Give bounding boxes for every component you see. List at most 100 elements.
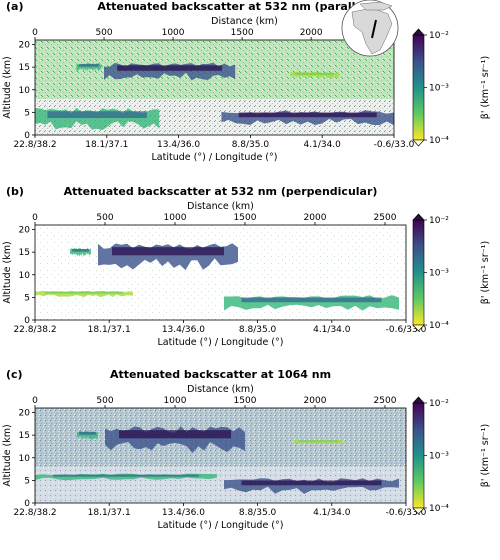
colorbar-extend-top [412, 396, 425, 404]
colorbar-extend-top [412, 213, 425, 221]
bottom-tick-label: 4.1/34.0 [304, 140, 342, 150]
colorbar-tick-label: 10⁻² [429, 31, 449, 41]
bottom-tick-label: 13.4/36.0 [162, 325, 205, 335]
cloud-core [47, 111, 147, 119]
bottom-tick-label: 8.8/35.0 [239, 325, 277, 335]
cloud-core [117, 65, 223, 71]
colorbar-label: β' (km⁻¹ sr⁻¹) [480, 424, 491, 487]
chart-title: Attenuated backscatter at 1064 nm [110, 368, 331, 381]
bottom-tick-label: 18.1/37.1 [85, 140, 128, 150]
top-tick-label: 1000 [164, 396, 187, 406]
chart-panel-3: (c) Attenuated backscatter at 1064 nm 0 500… [2, 368, 491, 531]
panel-label: (c) [6, 368, 23, 381]
bottom-tick-label: -0.6/33.0 [386, 508, 427, 518]
y-tick-label: 10 [19, 86, 31, 96]
top-tick-label: 1500 [234, 396, 257, 406]
bottom-axis-label: Latitude (°) / Longitude (°) [158, 337, 284, 348]
y-tick-label: 0 [24, 499, 30, 509]
cloud-core [53, 474, 199, 477]
colorbar-tick-label: 10⁻² [429, 399, 449, 409]
top-tick-label: 1000 [162, 28, 185, 38]
cloud-core [241, 297, 382, 303]
top-tick-label: 2500 [374, 396, 397, 406]
plot-frame [34, 224, 407, 321]
colorbar-extend-bottom [412, 139, 425, 147]
panel-label: (a) [6, 0, 23, 13]
colorbar-tick-label: 10⁻³ [429, 452, 449, 462]
colorbar [412, 402, 425, 509]
chart-panel-1: (a) Attenuated backscatter at 532 nm (par… [2, 0, 491, 163]
colorbar-tick-label: 10⁻⁴ [429, 504, 449, 514]
colorbar-extend-bottom [412, 507, 425, 515]
y-tick-label: 10 [19, 271, 31, 281]
y-tick-label: 20 [19, 226, 31, 236]
chart-title: Attenuated backscatter at 532 nm (perpen… [64, 185, 378, 198]
y-tick-label: 20 [19, 41, 31, 51]
top-tick-label: 2000 [300, 28, 323, 38]
bottom-tick-label: -0.6/33.0 [386, 325, 427, 335]
globe-flight-track [371, 19, 377, 39]
bottom-tick-label: 4.1/34.0 [313, 325, 351, 335]
y-tick-label: 5 [24, 108, 30, 118]
bottom-tick-label: 18.1/37.1 [88, 325, 131, 335]
bottom-tick-label: 18.1/37.1 [88, 508, 131, 518]
cloud-core [72, 248, 89, 252]
top-tick-label: 2500 [374, 213, 397, 223]
cloud-core [112, 247, 224, 256]
bottom-tick-label: 4.1/34.0 [313, 508, 351, 518]
colorbar [412, 219, 425, 326]
globe-europe [359, 1, 393, 11]
y-tick-label: 10 [19, 454, 31, 464]
colorbar-tick-label: 10⁻² [429, 216, 449, 226]
colorbar-tick-label: 10⁻³ [429, 269, 449, 279]
bottom-tick-label: 13.4/36.0 [162, 508, 205, 518]
cloud-core [79, 431, 96, 435]
bottom-tick-label: 13.4/36.0 [157, 140, 200, 150]
top-tick-label: 0 [32, 396, 38, 406]
bottom-tick-label: 22.8/38.2 [13, 325, 56, 335]
panel-label: (b) [6, 185, 24, 198]
top-tick-label: 0 [32, 213, 38, 223]
top-tick-label: 0 [32, 28, 38, 38]
cloud-core [241, 480, 382, 486]
cloud-core [78, 63, 99, 67]
top-axis-label: Distance (km) [187, 201, 254, 212]
top-tick-label: 500 [96, 213, 113, 223]
bottom-tick-label: 8.8/35.0 [239, 508, 277, 518]
top-tick-label: 1500 [234, 213, 257, 223]
bottom-tick-label: -0.6/33.0 [374, 140, 415, 150]
y-axis-label: Altitude (km) [2, 424, 13, 486]
colorbar-extend-bottom [412, 324, 425, 332]
plot-frame [34, 407, 407, 504]
y-axis-label: Altitude (km) [2, 56, 13, 118]
top-tick-label: 1500 [231, 28, 254, 38]
inset-globe [341, 0, 399, 57]
top-axis-label: Distance (km) [211, 16, 278, 27]
cloud-core [119, 430, 231, 439]
bottom-axis-label: Latitude (°) / Longitude (°) [158, 520, 284, 531]
y-tick-label: 5 [24, 476, 30, 486]
top-tick-label: 2000 [304, 213, 327, 223]
bottom-tick-label: 8.8/35.0 [232, 140, 270, 150]
y-tick-label: 0 [24, 131, 30, 141]
y-axis-label: Altitude (km) [2, 241, 13, 303]
top-tick-label: 2000 [304, 396, 327, 406]
colorbar-label: β' (km⁻¹ sr⁻¹) [480, 56, 491, 119]
colorbar-extend-top [412, 28, 425, 36]
colorbar [412, 34, 425, 141]
cloud-core [238, 112, 377, 118]
colorbar-tick-label: 10⁻⁴ [429, 321, 449, 331]
y-tick-label: 5 [24, 293, 30, 303]
globe-africa [351, 7, 393, 55]
top-axis-label: Distance (km) [187, 384, 254, 395]
bottom-tick-label: 22.8/38.2 [13, 508, 56, 518]
top-tick-label: 1000 [164, 213, 187, 223]
y-tick-label: 0 [24, 316, 30, 326]
top-tick-label: 500 [95, 28, 112, 38]
bottom-axis-label: Latitude (°) / Longitude (°) [152, 152, 278, 163]
cloud-core [44, 291, 124, 294]
cloud-core [295, 72, 334, 75]
colorbar-tick-label: 10⁻³ [429, 84, 449, 94]
cloud-core [298, 440, 339, 442]
